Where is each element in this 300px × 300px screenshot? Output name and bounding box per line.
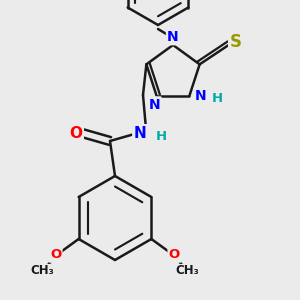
Text: H: H: [156, 130, 167, 143]
Text: O: O: [169, 248, 180, 262]
Text: N: N: [194, 89, 206, 103]
Text: N: N: [149, 98, 161, 112]
Text: O: O: [70, 125, 83, 140]
Text: CH₃: CH₃: [176, 265, 199, 278]
Text: O: O: [50, 248, 61, 262]
Text: H: H: [212, 92, 223, 105]
Text: CH₃: CH₃: [31, 265, 55, 278]
Text: N: N: [134, 125, 146, 140]
Text: S: S: [230, 33, 242, 51]
Text: N: N: [167, 30, 179, 44]
